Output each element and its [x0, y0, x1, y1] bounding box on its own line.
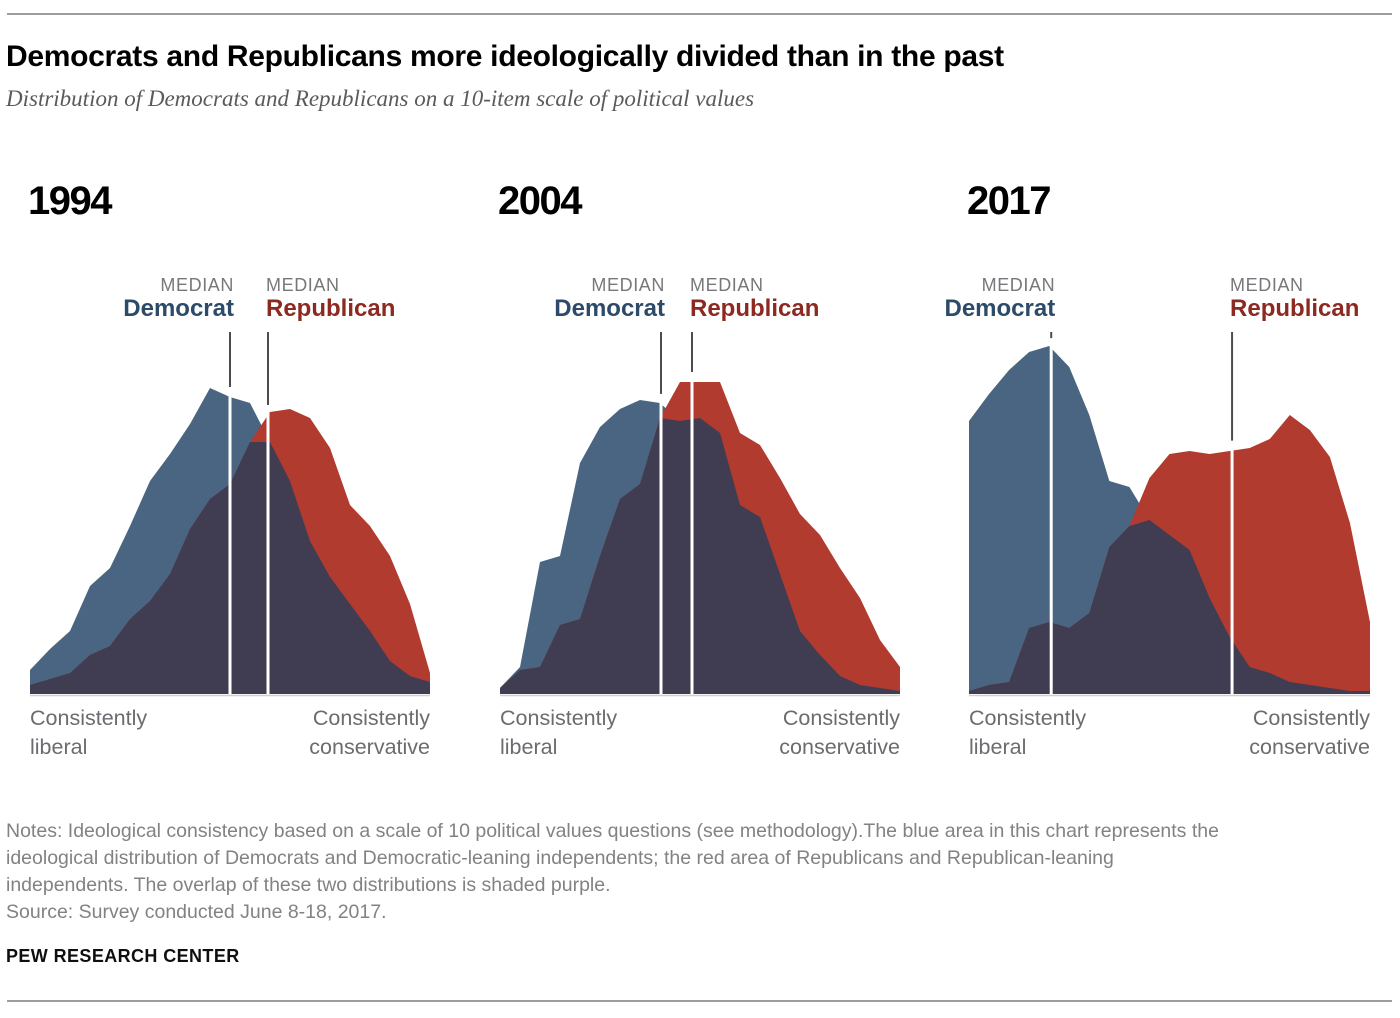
distribution-chart-2017	[969, 332, 1370, 697]
x-axis-label-line: conservative	[1249, 735, 1370, 759]
median-caption: MEDIAN	[690, 275, 764, 295]
bottom-rule	[7, 1000, 1392, 1002]
year-label: 2004	[498, 179, 582, 223]
x-axis-label-line: Consistently	[969, 706, 1087, 730]
top-rule	[7, 13, 1392, 15]
x-axis-label-line: Consistently	[30, 706, 148, 730]
notes-line: ideological distribution of Democrats an…	[6, 847, 1114, 869]
panel-2017: 2017 MEDIAN Democrat MEDIAN Republican C…	[945, 179, 1370, 770]
page-title: Democrats and Republicans more ideologic…	[6, 40, 1004, 73]
year-label: 2017	[967, 179, 1051, 223]
x-axis-label-line: Consistently	[1252, 706, 1370, 730]
x-axis-label-line: Consistently	[782, 706, 900, 730]
x-axis-label-line: liberal	[969, 735, 1027, 759]
x-axis-label-conservative: Consistently conservative	[309, 704, 430, 762]
x-axis-label-line: conservative	[779, 735, 900, 759]
x-axis-label-line: liberal	[500, 735, 558, 759]
democrat-label: Democrat	[554, 295, 665, 322]
median-republican-label: MEDIAN Republican	[1230, 275, 1359, 322]
x-axis-label-liberal: Consistently liberal	[30, 704, 147, 762]
year-label: 1994	[28, 179, 112, 223]
median-democrat-label: MEDIAN Democrat	[123, 275, 234, 322]
median-democrat-label: MEDIAN Democrat	[945, 275, 1056, 322]
median-caption: MEDIAN	[981, 275, 1056, 295]
x-axis-label-line: conservative	[309, 735, 430, 759]
notes-text: Notes: Ideological consistency based on …	[6, 818, 1396, 899]
median-caption: MEDIAN	[591, 275, 665, 295]
median-caption: MEDIAN	[1230, 275, 1304, 295]
median-caption: MEDIAN	[160, 275, 234, 295]
distribution-chart-2004	[500, 332, 900, 697]
median-republican-label: MEDIAN Republican	[266, 275, 395, 322]
distribution-chart-1994	[30, 332, 430, 697]
democrat-label: Democrat	[944, 295, 1056, 322]
x-axis-label-conservative: Consistently conservative	[1249, 704, 1370, 762]
median-republican-label: MEDIAN Republican	[690, 275, 819, 322]
x-axis-label-liberal: Consistently liberal	[969, 704, 1086, 762]
republican-label: Republican	[266, 295, 396, 322]
republican-label: Republican	[690, 295, 820, 322]
x-axis-label-line: Consistently	[500, 706, 618, 730]
notes-line: Notes: Ideological consistency based on …	[6, 820, 1219, 842]
x-axis-label-conservative: Consistently conservative	[779, 704, 900, 762]
panel-2004: 2004 MEDIAN Democrat MEDIAN Republican C…	[498, 179, 900, 770]
median-democrat-label: MEDIAN Democrat	[554, 275, 665, 322]
source-text: Source: Survey conducted June 8-18, 2017…	[6, 901, 387, 923]
x-axis-label-line: liberal	[30, 735, 88, 759]
notes-line: independents. The overlap of these two d…	[6, 874, 611, 896]
brand-pew-research-center: PEW RESEARCH CENTER	[6, 946, 240, 966]
panel-1994: 1994 MEDIAN Democrat MEDIAN Republican C…	[28, 179, 430, 770]
page-subtitle: Distribution of Democrats and Republican…	[6, 86, 755, 111]
republican-label: Republican	[1230, 295, 1360, 322]
democrat-label: Democrat	[123, 295, 234, 322]
x-axis-label-line: Consistently	[312, 706, 430, 730]
median-caption: MEDIAN	[266, 275, 340, 295]
x-axis-label-liberal: Consistently liberal	[500, 704, 617, 762]
